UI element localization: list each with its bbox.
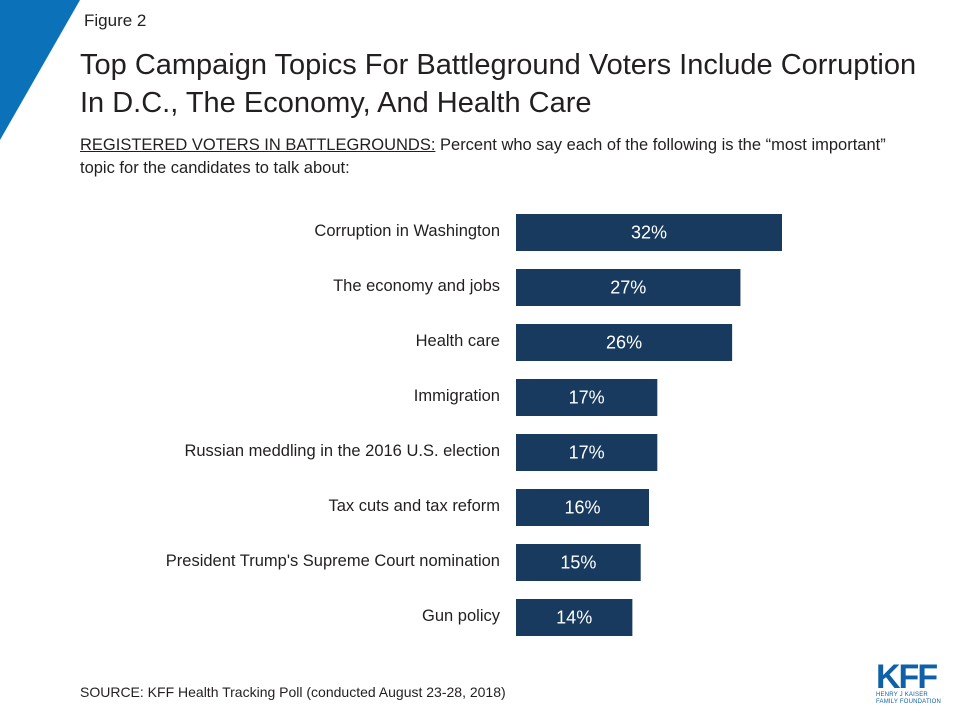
value-label: 26% (606, 332, 642, 352)
logo-line-2: FAMILY FOUNDATION (876, 699, 942, 705)
bar (516, 324, 733, 361)
subtitle-lead: REGISTERED VOTERS IN BATTLEGROUNDS: (80, 136, 436, 154)
bar-chart: Corruption in Washington 32% The economy a… (166, 214, 782, 636)
category-label: Immigration (414, 387, 500, 405)
value-label: 14% (556, 607, 592, 627)
category-label: The economy and jobs (333, 277, 500, 295)
category-label: Tax cuts and tax reform (329, 497, 501, 515)
bar (516, 489, 649, 526)
value-label: 17% (569, 442, 605, 462)
bar (516, 269, 741, 306)
bar (516, 544, 641, 581)
source-note: SOURCE: KFF Health Tracking Poll (conduc… (80, 684, 506, 700)
bar (516, 379, 658, 416)
subtitle-rest: Percent who say each of the following is… (80, 136, 886, 177)
value-label: 15% (560, 552, 596, 572)
category-label: President Trump's Supreme Court nominati… (166, 552, 500, 570)
logo-mark: KFF (876, 658, 938, 696)
logo-line-1: HENRY J KAISER (876, 692, 928, 698)
bar (516, 599, 633, 636)
bar (516, 214, 782, 251)
value-label: 17% (569, 387, 605, 407)
category-label: Russian meddling in the 2016 U.S. electi… (184, 442, 500, 460)
figure-label: Figure 2 (84, 11, 147, 30)
bar (516, 434, 658, 471)
chart-subtitle: REGISTERED VOTERS IN BATTLEGROUNDS: Perc… (80, 134, 920, 180)
value-label: 27% (610, 277, 646, 297)
kff-logo: KFF HENRY J KAISER FAMILY FOUNDATION (876, 658, 948, 710)
value-label: 32% (631, 222, 667, 242)
category-label: Gun policy (422, 607, 501, 625)
category-label: Health care (416, 332, 500, 350)
chart-title: Top Campaign Topics For Battleground Vot… (80, 49, 917, 119)
corner-accent-triangle (0, 0, 80, 140)
category-label: Corruption in Washington (314, 222, 500, 240)
value-label: 16% (564, 497, 600, 517)
